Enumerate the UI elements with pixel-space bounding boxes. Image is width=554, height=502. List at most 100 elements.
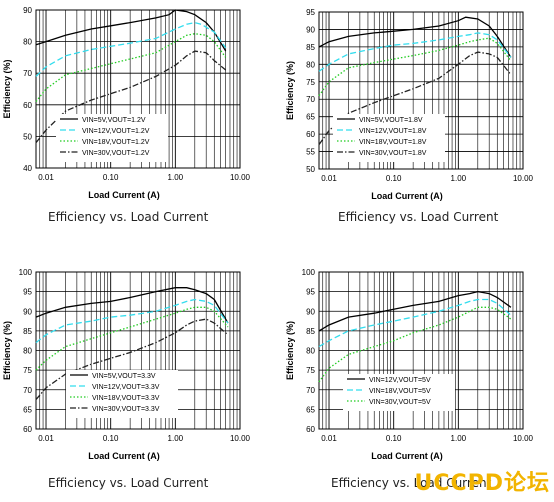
legend-background [333, 114, 445, 162]
legend: VIN=5V,VOUT=3.3V VIN=12V,VOUT=3.3V VIN=18V… [66, 370, 178, 418]
plot-frame [35, 9, 241, 169]
chart-panel-3: 60 65 70 75 80 85 90 95 100 0.01 0.10 1.00 10.00 Load… [0, 262, 277, 497]
x-tick-label: 10.00 [513, 174, 534, 183]
x-tick-label: 1.00 [451, 434, 467, 443]
series-line-2 [35, 298, 229, 344]
y-tick-label: 60 [306, 130, 315, 139]
series-line-3 [318, 37, 512, 97]
legend-label: VIN=18V,VOUT=5V [369, 388, 431, 395]
y-axis-label: Efficiency (%) [2, 59, 12, 118]
y-axis-label: Efficiency (%) [285, 321, 295, 380]
x-tick-label: 0.10 [103, 434, 119, 443]
efficiency-chart-5v: 60 65 70 75 80 85 90 95 100 0.01 0.10 1.00 10.00 Load… [285, 268, 534, 461]
plot-frame [318, 11, 524, 170]
x-axis-label: Load Current (A) [371, 451, 443, 461]
series-line-4 [35, 50, 227, 144]
legend-label: VIN=30V,VOUT=1.8V [359, 150, 427, 157]
y-tick-label: 90 [306, 307, 315, 316]
efficiency-chart-3v3: 60 65 70 75 80 85 90 95 100 0.01 0.10 1.00 10.00 Load… [2, 268, 251, 461]
y-tick-label: 55 [306, 148, 315, 157]
series-line-4 [318, 51, 512, 145]
y-tick-label: 100 [302, 268, 316, 277]
y-tick-label: 65 [306, 405, 315, 414]
efficiency-chart-1v8: 50 55 60 65 70 75 80 85 90 95 0.01 0.10 1.00 10.00 Loa… [285, 8, 534, 201]
y-tick-label: 65 [306, 113, 315, 122]
x-tick-label: 10.00 [513, 434, 534, 443]
x-tick-label: 10.00 [230, 434, 251, 443]
legend-label: VIN=18V,VOUT=1.8V [359, 139, 427, 146]
y-tick-label: 75 [23, 366, 32, 375]
y-tick-label: 85 [23, 327, 32, 336]
y-tick-label: 95 [306, 288, 315, 297]
series-line-3 [35, 33, 227, 103]
y-tick-label: 70 [23, 386, 32, 395]
efficiency-chart-1v2: 40 50 60 70 80 90 0.01 0.10 1.00 10.00 Load Curren… [2, 6, 251, 200]
chart-panel-4: 60 65 70 75 80 85 90 95 100 0.01 0.10 1.00 10.00 Load… [277, 262, 554, 497]
series-line-1 [35, 9, 227, 52]
legend-label: VIN=12V,VOUT=3.3V [92, 384, 160, 391]
legend-background [343, 374, 455, 411]
y-tick-label: 50 [23, 132, 32, 141]
y-tick-label: 95 [23, 288, 32, 297]
series-line-2 [318, 32, 512, 72]
y-tick-label: 80 [306, 60, 315, 69]
y-tick-label: 90 [23, 307, 32, 316]
series-line-4 [35, 318, 229, 401]
chart-panel-1: 40 50 60 70 80 90 0.01 0.10 1.00 10.00 Load Curren… [0, 0, 277, 230]
x-axis-label: Load Current (A) [88, 190, 160, 200]
y-tick-label: 50 [306, 165, 315, 174]
legend-label: VIN=30V,VOUT=1.2V [82, 150, 150, 157]
chart-caption-3: Efficiency vs. Load Current [48, 476, 209, 490]
series-line-3 [35, 306, 229, 371]
watermark-logo: UCCPD论坛 [414, 471, 550, 496]
chart-caption-2: Efficiency vs. Load Current [338, 210, 499, 224]
plot-frame [35, 271, 241, 430]
x-tick-label: 1.00 [168, 434, 184, 443]
y-tick-label: 70 [306, 386, 315, 395]
y-tick-label: 80 [23, 38, 32, 47]
y-tick-label: 70 [23, 69, 32, 78]
legend: VIN=5V,VOUT=1.2V VIN=12V,VOUT=1.2V VIN=18V… [56, 114, 168, 162]
series-line-1 [318, 16, 512, 58]
y-tick-label: 80 [23, 347, 32, 356]
legend-label: VIN=12V,VOUT=1.2V [82, 128, 150, 135]
legend-label: VIN=30V,VOUT=5V [369, 399, 431, 406]
series-line-2 [35, 21, 227, 77]
legend-label: VIN=18V,VOUT=1.2V [82, 139, 150, 146]
legend-background [56, 114, 168, 162]
series-line-1 [35, 287, 229, 324]
x-tick-label: 0.10 [386, 434, 402, 443]
x-tick-label: 0.10 [103, 173, 119, 182]
x-tick-label: 10.00 [230, 173, 251, 182]
y-axis-label: Efficiency (%) [285, 61, 295, 120]
legend: VIN=5V,VOUT=1.8V VIN=12V,VOUT=1.8V VIN=18V… [333, 114, 445, 162]
legend-label: VIN=18V,VOUT=3.3V [92, 395, 160, 402]
legend-label: VIN=12V,VOUT=1.8V [359, 128, 427, 135]
series-line-2 [318, 298, 512, 348]
y-tick-label: 70 [306, 95, 315, 104]
series-line-3 [318, 306, 512, 383]
x-tick-label: 0.01 [321, 174, 337, 183]
x-tick-label: 0.01 [321, 434, 337, 443]
y-tick-label: 80 [306, 347, 315, 356]
x-axis-label: Load Current (A) [371, 191, 443, 201]
x-tick-label: 0.10 [386, 174, 402, 183]
y-tick-label: 65 [23, 405, 32, 414]
y-tick-label: 40 [23, 164, 32, 173]
legend-label: VIN=5V,VOUT=3.3V [92, 373, 156, 380]
legend: VIN=12V,VOUT=5V VIN=18V,VOUT=5V VIN=30V,VO… [343, 374, 455, 411]
legend-label: VIN=5V,VOUT=1.8V [359, 117, 423, 124]
legend-label: VIN=12V,VOUT=5V [369, 377, 431, 384]
legend-label: VIN=30V,VOUT=3.3V [92, 406, 160, 413]
y-tick-label: 75 [306, 78, 315, 87]
y-tick-label: 100 [19, 268, 33, 277]
y-tick-label: 90 [23, 6, 32, 15]
chart-panel-2: 50 55 60 65 70 75 80 85 90 95 0.01 0.10 1.00 10.00 Loa… [277, 0, 554, 230]
y-tick-label: 95 [306, 8, 315, 17]
x-axis-label: Load Current (A) [88, 451, 160, 461]
plot-frame [318, 271, 524, 430]
x-tick-label: 1.00 [168, 173, 184, 182]
chart-caption-1: Efficiency vs. Load Current [48, 210, 209, 224]
y-tick-label: 90 [306, 25, 315, 34]
y-tick-label: 60 [306, 425, 315, 434]
